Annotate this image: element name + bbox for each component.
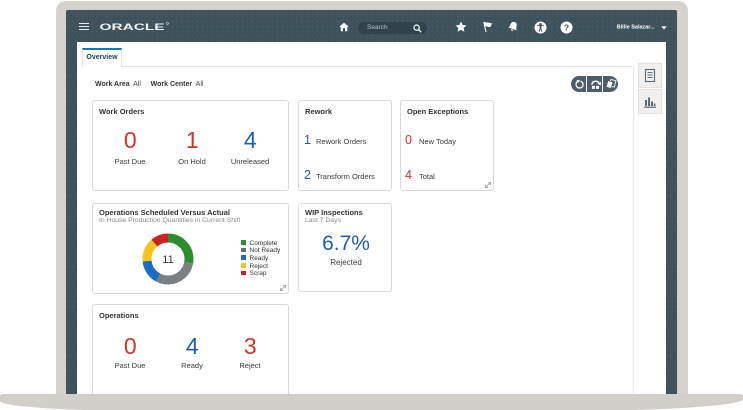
svg-text:ORACLE: ORACLE	[100, 22, 165, 32]
svg-text:?: ?	[564, 22, 569, 32]
svg-text:11: 11	[162, 254, 173, 266]
